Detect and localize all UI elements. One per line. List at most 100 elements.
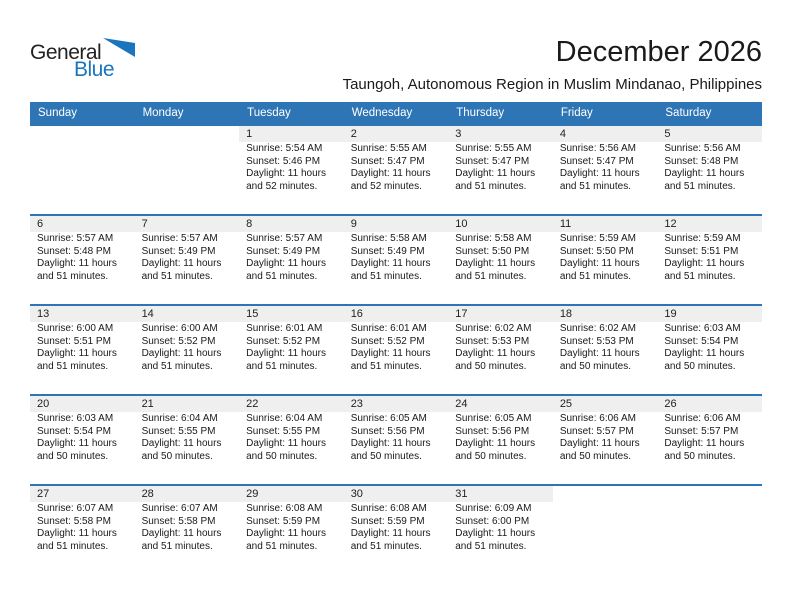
sun-info: Sunrise: 5:58 AM Sunset: 5:49 PM Daylight:… xyxy=(344,232,449,283)
sun-info: Sunrise: 6:00 AM Sunset: 5:51 PM Daylight:… xyxy=(30,322,135,373)
sun-info: Sunrise: 5:54 AM Sunset: 5:46 PM Daylight:… xyxy=(239,142,344,193)
daylight-text: Daylight: 11 hours and 50 minutes. xyxy=(455,348,536,372)
day-number: 1 xyxy=(239,126,344,142)
sunset-text: Sunset: 5:57 PM xyxy=(664,425,739,437)
sun-info: Sunrise: 6:07 AM Sunset: 5:58 PM Daylight:… xyxy=(30,502,135,553)
sun-info: Sunrise: 6:03 AM Sunset: 5:54 PM Daylight:… xyxy=(657,322,762,373)
sunset-text: Sunset: 5:53 PM xyxy=(559,335,634,347)
sun-info: Sunrise: 5:59 AM Sunset: 5:50 PM Daylight:… xyxy=(553,232,658,283)
sun-info: Sunrise: 6:05 AM Sunset: 5:56 PM Daylight:… xyxy=(344,412,449,463)
day-cell: 25 Sunrise: 6:06 AM Sunset: 5:57 PM Dayligh… xyxy=(552,395,658,485)
sunrise-text: Sunrise: 5:57 AM xyxy=(37,233,114,244)
daylight-text: Daylight: 11 hours and 52 minutes. xyxy=(246,168,326,192)
day-number: 23 xyxy=(343,396,449,412)
daylight-text: Daylight: 11 hours and 51 minutes. xyxy=(455,528,536,552)
sun-info: Sunrise: 6:01 AM Sunset: 5:52 PM Daylight:… xyxy=(344,322,449,373)
sun-info: Sunrise: 6:02 AM Sunset: 5:53 PM Daylight:… xyxy=(553,322,658,373)
sunset-text: Sunset: 5:56 PM xyxy=(350,425,425,437)
sun-info: Sunrise: 5:57 AM Sunset: 5:48 PM Daylight:… xyxy=(30,232,135,283)
daylight-text: Daylight: 11 hours and 50 minutes. xyxy=(664,438,745,462)
day-cell: 26 Sunrise: 6:06 AM Sunset: 5:57 PM Dayligh… xyxy=(657,395,762,485)
daylight-text: Daylight: 11 hours and 51 minutes. xyxy=(141,348,222,372)
sunset-text: Sunset: 5:49 PM xyxy=(246,245,321,257)
day-cell: 8 Sunrise: 5:57 AM Sunset: 5:49 PM Daylight… xyxy=(239,215,344,305)
day-cell: 6 Sunrise: 5:57 AM Sunset: 5:48 PM Daylight… xyxy=(30,215,135,305)
day-cell: 12 Sunrise: 5:59 AM Sunset: 5:51 PM Dayligh… xyxy=(657,215,762,305)
day-cell: 21 Sunrise: 6:04 AM Sunset: 5:55 PM Dayligh… xyxy=(134,395,240,485)
week-row: 13 Sunrise: 6:00 AM Sunset: 5:51 PM Dayligh… xyxy=(30,305,762,395)
sunrise-text: Sunrise: 5:58 AM xyxy=(350,233,427,244)
sunset-text: Sunset: 5:53 PM xyxy=(455,335,530,347)
sunrise-text: Sunrise: 6:00 AM xyxy=(37,323,114,334)
day-number: 19 xyxy=(657,306,762,322)
empty-day-cell xyxy=(553,485,658,575)
daylight-text: Daylight: 11 hours and 50 minutes. xyxy=(141,438,222,462)
sunrise-text: Sunrise: 6:06 AM xyxy=(559,413,636,424)
day-number: 18 xyxy=(552,306,658,322)
weekday-header: Sunday Monday Tuesday Wednesday Thursday… xyxy=(30,102,762,125)
day-cell: 27 Sunrise: 6:07 AM Sunset: 5:58 PM Dayligh… xyxy=(30,485,135,575)
sunrise-text: Sunrise: 6:07 AM xyxy=(141,503,218,514)
general-blue-logo: General Blue xyxy=(30,36,136,80)
sun-info: Sunrise: 6:09 AM Sunset: 6:00 PM Daylight:… xyxy=(448,502,553,553)
sun-info: Sunrise: 6:02 AM Sunset: 5:53 PM Daylight:… xyxy=(448,322,553,373)
day-number: 6 xyxy=(30,216,135,232)
sun-info: Sunrise: 5:56 AM Sunset: 5:47 PM Daylight:… xyxy=(553,142,658,193)
sunset-text: Sunset: 6:00 PM xyxy=(455,515,530,527)
sunset-text: Sunset: 5:50 PM xyxy=(455,245,530,257)
calendar-body: 1 Sunrise: 5:54 AM Sunset: 5:46 PM Daylight… xyxy=(30,125,762,575)
daylight-text: Daylight: 11 hours and 50 minutes. xyxy=(350,438,431,462)
day-cell: 19 Sunrise: 6:03 AM Sunset: 5:54 PM Dayligh… xyxy=(657,305,762,395)
sunrise-text: Sunrise: 6:03 AM xyxy=(664,323,741,334)
week-row: 1 Sunrise: 5:54 AM Sunset: 5:46 PM Daylight… xyxy=(30,125,762,215)
logo-text-general: General xyxy=(30,41,102,64)
sunrise-text: Sunrise: 5:57 AM xyxy=(246,233,323,244)
sunset-text: Sunset: 5:59 PM xyxy=(350,515,425,527)
sunrise-text: Sunrise: 5:56 AM xyxy=(664,143,741,154)
weekday-monday: Monday xyxy=(134,102,240,125)
daylight-text: Daylight: 11 hours and 51 minutes. xyxy=(37,348,117,372)
day-cell: 13 Sunrise: 6:00 AM Sunset: 5:51 PM Dayligh… xyxy=(30,305,135,395)
daylight-text: Daylight: 11 hours and 51 minutes. xyxy=(559,168,640,192)
day-cell: 16 Sunrise: 6:01 AM Sunset: 5:52 PM Dayligh… xyxy=(343,305,449,395)
sun-info: Sunrise: 6:07 AM Sunset: 5:58 PM Daylight:… xyxy=(135,502,240,553)
weekday-friday: Friday xyxy=(552,102,658,125)
sunset-text: Sunset: 5:54 PM xyxy=(664,335,739,347)
day-number: 24 xyxy=(448,396,553,412)
weekday-tuesday: Tuesday xyxy=(239,102,344,125)
week-row: 27 Sunrise: 6:07 AM Sunset: 5:58 PM Dayligh… xyxy=(30,485,762,575)
sunset-text: Sunset: 5:56 PM xyxy=(455,425,530,437)
sunset-text: Sunset: 5:49 PM xyxy=(350,245,425,257)
weekday-thursday: Thursday xyxy=(448,102,553,125)
daylight-text: Daylight: 11 hours and 50 minutes. xyxy=(37,438,117,462)
sun-info: Sunrise: 6:03 AM Sunset: 5:54 PM Daylight:… xyxy=(30,412,135,463)
day-cell: 24 Sunrise: 6:05 AM Sunset: 5:56 PM Dayligh… xyxy=(448,395,553,485)
daylight-text: Daylight: 11 hours and 51 minutes. xyxy=(455,168,536,192)
daylight-text: Daylight: 11 hours and 51 minutes. xyxy=(559,258,640,282)
daylight-text: Daylight: 11 hours and 51 minutes. xyxy=(350,348,431,372)
sun-info: Sunrise: 5:58 AM Sunset: 5:50 PM Daylight:… xyxy=(448,232,553,283)
sun-info: Sunrise: 6:04 AM Sunset: 5:55 PM Daylight:… xyxy=(239,412,344,463)
daylight-text: Daylight: 11 hours and 51 minutes. xyxy=(350,258,431,282)
day-cell: 30 Sunrise: 6:08 AM Sunset: 5:59 PM Dayligh… xyxy=(343,485,449,575)
day-number: 29 xyxy=(239,486,344,502)
weekday-header-row: Sunday Monday Tuesday Wednesday Thursday… xyxy=(30,102,762,125)
sunrise-text: Sunrise: 5:57 AM xyxy=(141,233,218,244)
day-number: 21 xyxy=(134,396,240,412)
sun-info: Sunrise: 6:06 AM Sunset: 5:57 PM Daylight:… xyxy=(657,412,762,463)
sunrise-text: Sunrise: 6:07 AM xyxy=(37,503,114,514)
day-cell: 31 Sunrise: 6:09 AM Sunset: 6:00 PM Dayligh… xyxy=(448,485,553,575)
sunrise-text: Sunrise: 6:02 AM xyxy=(455,323,532,334)
day-number: 28 xyxy=(134,486,240,502)
sunset-text: Sunset: 5:55 PM xyxy=(141,425,216,437)
daylight-text: Daylight: 11 hours and 51 minutes. xyxy=(246,348,326,372)
sun-info: Sunrise: 5:55 AM Sunset: 5:47 PM Daylight:… xyxy=(344,142,449,193)
sunset-text: Sunset: 5:47 PM xyxy=(559,155,634,167)
sunset-text: Sunset: 5:50 PM xyxy=(559,245,634,257)
sunset-text: Sunset: 5:52 PM xyxy=(141,335,216,347)
daylight-text: Daylight: 11 hours and 51 minutes. xyxy=(455,258,536,282)
sun-info: Sunrise: 5:56 AM Sunset: 5:48 PM Daylight:… xyxy=(657,142,762,193)
sunset-text: Sunset: 5:48 PM xyxy=(664,155,739,167)
sunrise-text: Sunrise: 5:59 AM xyxy=(664,233,741,244)
calendar-table: Sunday Monday Tuesday Wednesday Thursday… xyxy=(30,102,762,575)
